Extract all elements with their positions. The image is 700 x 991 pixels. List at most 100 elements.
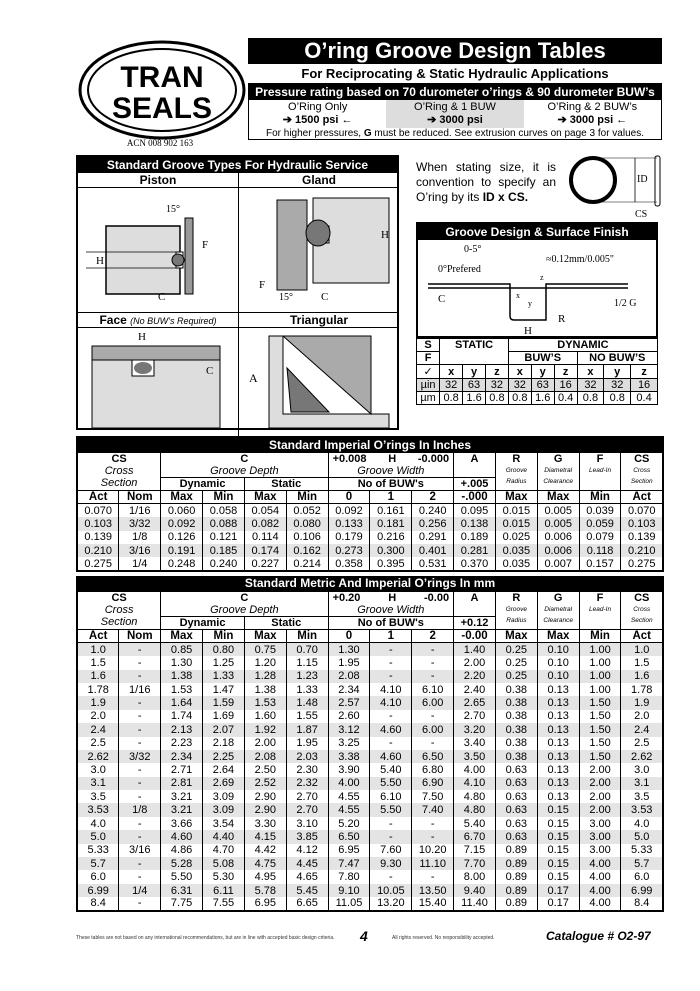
svg-text:x: x bbox=[516, 291, 520, 300]
table-cell: 1.0 bbox=[76, 642, 120, 657]
table-cell: 0.025 bbox=[494, 530, 538, 544]
header-g: G Diametral Clearance bbox=[536, 590, 580, 630]
table-cell: 2.57 bbox=[327, 696, 371, 710]
piston-diagram: H 15° F C bbox=[86, 204, 208, 303]
table-cell: 4.00 bbox=[578, 857, 622, 871]
groove-types-panel: Standard Groove Types For Hydraulic Serv… bbox=[76, 155, 399, 438]
subheader: Max bbox=[494, 628, 538, 644]
table-cell: 5.78 bbox=[243, 883, 287, 898]
groove-types-header: Standard Groove Types For Hydraulic Serv… bbox=[78, 157, 397, 173]
table-cell: 4.80 bbox=[453, 803, 496, 817]
table-cell: 0.273 bbox=[327, 543, 371, 558]
table-row: 3.5-3.21 3.09 2.90 2.70 4.55 6.10 7.50 4.80 0.63… bbox=[76, 790, 664, 804]
table-cell: 0.15 bbox=[536, 803, 580, 817]
table-cell: 3.25 bbox=[327, 736, 371, 750]
table-cell: 5.30 bbox=[202, 870, 245, 884]
pressure-option: O’Ring & 1 BUW ➔ 3000 psi bbox=[386, 100, 524, 128]
table-cell: 6.65 bbox=[285, 897, 329, 911]
table-cell: 0.139 bbox=[620, 530, 664, 544]
table-cell: 0.070 bbox=[76, 503, 120, 518]
page-number: 4 bbox=[360, 928, 368, 944]
table-cell: - bbox=[411, 709, 455, 724]
table-row: 1.5-1.30 1.25 1.20 1.15 1.95- -2.00 0.25 0.10 1.… bbox=[76, 656, 664, 670]
table-cell: 4.60 bbox=[369, 723, 413, 737]
table-cell: 1.23 bbox=[285, 669, 329, 683]
table-cell: 0.358 bbox=[327, 557, 371, 571]
table-cell: 1/8 bbox=[118, 803, 162, 817]
table-cell: 2.64 bbox=[202, 763, 245, 777]
header-a: A bbox=[453, 451, 496, 478]
sf-col: z bbox=[553, 364, 578, 379]
table-cell: 5.33 bbox=[76, 843, 120, 858]
pressure-header: Pressure rating based on 70 durometer o’… bbox=[249, 84, 661, 100]
table-cell: 0.13 bbox=[536, 776, 580, 791]
table-cell: 3.40 bbox=[453, 736, 496, 750]
table-cell: 1.50 bbox=[578, 749, 622, 764]
sf-cell: 0.4 bbox=[553, 391, 578, 405]
transeals-logo: TRAN SEALS bbox=[78, 40, 246, 140]
svg-text:1/2 G: 1/2 G bbox=[614, 298, 637, 309]
table-cell: 1.50 bbox=[578, 709, 622, 724]
svg-text:CS: CS bbox=[635, 209, 647, 220]
header-cs: CS Cross Section bbox=[76, 451, 162, 491]
table-cell: 0.531 bbox=[411, 557, 455, 571]
sf-col: z bbox=[630, 364, 658, 379]
table-cell: 0.63 bbox=[494, 790, 538, 804]
svg-text:C: C bbox=[438, 293, 445, 305]
table-row: 2.5-2.23 2.18 2.00 1.95 3.25- -3.40 0.38 0.13 1.… bbox=[76, 736, 664, 750]
table-cell: 1.6 bbox=[76, 669, 120, 683]
table-cell: 0.63 bbox=[494, 763, 538, 777]
table-cell: 2.4 bbox=[76, 723, 120, 737]
table-cell: 2.70 bbox=[285, 790, 329, 804]
table-cell: 6.95 bbox=[327, 843, 371, 858]
header-static: Static bbox=[243, 615, 329, 630]
table-cell: 0.189 bbox=[453, 530, 496, 544]
table-cell: 3.12 bbox=[327, 723, 371, 737]
table-cell: 6.99 bbox=[76, 883, 120, 898]
table-cell: 3.1 bbox=[76, 776, 120, 791]
table-cell: - bbox=[118, 816, 162, 831]
sf-cell: 63 bbox=[462, 378, 486, 392]
table-cell: 4.00 bbox=[578, 870, 622, 884]
table-cell: 0.007 bbox=[536, 557, 580, 571]
table-cell: 0.13 bbox=[536, 696, 580, 710]
table-row: 5.33 3/16 4.86 4.70 4.42 4.12 6.95 7.60 10.20 7.1… bbox=[76, 843, 664, 858]
svg-text:F: F bbox=[202, 239, 208, 251]
table-cell: 2.4 bbox=[620, 723, 664, 737]
svg-text:≈0.12mm/0.005": ≈0.12mm/0.005" bbox=[546, 254, 614, 265]
table-cell: 0.095 bbox=[453, 503, 496, 518]
table-row: 6.99 1/4 6.31 6.11 5.78 5.45 9.10 10.05 13.50 9.4… bbox=[76, 883, 664, 898]
table-cell: 2.65 bbox=[453, 696, 496, 710]
table-cell: 0.015 bbox=[494, 517, 538, 531]
header-dynamic: Dynamic bbox=[160, 476, 245, 491]
subheader: Max bbox=[160, 628, 204, 644]
subheader: 0 bbox=[327, 489, 371, 505]
subheader: Max bbox=[243, 489, 287, 505]
table-cell: - bbox=[369, 642, 413, 657]
sf-col: y bbox=[462, 364, 486, 379]
page-title: O’ring Groove Design Tables bbox=[248, 38, 662, 64]
table-cell: 0.13 bbox=[536, 749, 580, 764]
table-cell: 0.17 bbox=[536, 883, 580, 898]
table-cell: 0.13 bbox=[536, 763, 580, 777]
table-cell: 0.039 bbox=[578, 503, 622, 518]
table-cell: 0.106 bbox=[285, 530, 329, 544]
subheader: Max bbox=[536, 628, 580, 644]
table-cell: 7.60 bbox=[369, 843, 413, 858]
table-cell: 3/16 bbox=[118, 843, 162, 858]
header-buws: No of BUW's bbox=[327, 476, 455, 491]
table-cell: 0.118 bbox=[578, 543, 622, 558]
face-diagram: H C bbox=[91, 331, 221, 429]
header-static: Static bbox=[243, 476, 329, 491]
table-row: 1.0-0.85 0.80 0.75 0.70 1.30- -1.40 0.25 0.10 1.… bbox=[76, 642, 664, 657]
table-cell: 1.9 bbox=[76, 696, 120, 710]
table-cell: - bbox=[369, 816, 413, 831]
table-title: Standard Imperial O’rings In Inches bbox=[77, 437, 663, 452]
sf-col: y bbox=[530, 364, 555, 379]
table-cell: 0.89 bbox=[494, 897, 538, 911]
header-c: C Groove Depth bbox=[160, 451, 329, 478]
table-cell: - bbox=[118, 669, 162, 683]
header-cs: CS Cross Section bbox=[76, 590, 162, 630]
sf-col: z bbox=[484, 364, 509, 379]
table-cell: 0.17 bbox=[536, 897, 580, 911]
